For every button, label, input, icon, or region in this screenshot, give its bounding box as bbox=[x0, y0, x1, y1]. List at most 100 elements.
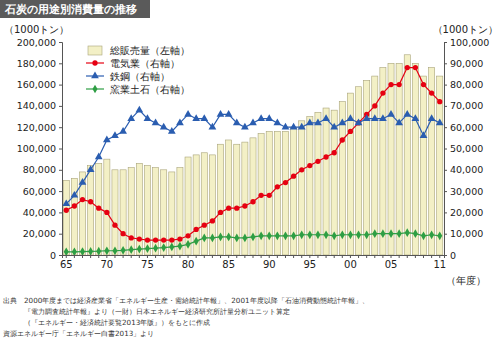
tick-mark bbox=[444, 234, 447, 235]
note: 出典 2000年度までは経済産業省「エネルギー生産・需給統計年報」、2001年度… bbox=[3, 296, 369, 305]
tick-mark bbox=[269, 255, 270, 258]
marker bbox=[200, 114, 208, 121]
tick bbox=[236, 255, 237, 258]
line-series bbox=[64, 228, 443, 255]
tick bbox=[253, 255, 254, 258]
marker bbox=[379, 114, 387, 121]
bar bbox=[153, 168, 159, 255]
bar bbox=[136, 163, 142, 255]
title: 石炭の用途別消費量の推移 bbox=[4, 3, 137, 16]
tick bbox=[74, 255, 75, 258]
tick bbox=[431, 255, 432, 258]
tick-label: 160,000 bbox=[17, 79, 56, 90]
tick: 20,000 bbox=[444, 207, 483, 218]
tick: 90 bbox=[263, 255, 276, 270]
marker bbox=[267, 193, 272, 198]
marker bbox=[332, 150, 337, 155]
line-series bbox=[62, 106, 443, 206]
tick bbox=[326, 255, 327, 258]
tick-mark bbox=[285, 255, 286, 258]
tick: 85 bbox=[222, 255, 235, 270]
tick bbox=[82, 255, 83, 258]
tick-mark bbox=[444, 149, 447, 150]
tick-mark bbox=[59, 234, 62, 235]
y2-axis-title: （1000トン） bbox=[433, 24, 498, 35]
marker bbox=[405, 65, 410, 70]
tick-mark bbox=[66, 255, 67, 258]
marker bbox=[421, 82, 426, 87]
marker bbox=[169, 243, 174, 252]
marker bbox=[428, 114, 436, 121]
tick-mark bbox=[212, 255, 213, 258]
marker bbox=[397, 229, 402, 238]
marker bbox=[194, 237, 199, 246]
marker bbox=[218, 233, 223, 242]
legend-marker bbox=[92, 60, 97, 65]
tick-mark bbox=[204, 255, 205, 258]
tick: 30,000 bbox=[444, 186, 483, 197]
marker bbox=[161, 237, 166, 242]
marker bbox=[363, 114, 371, 121]
marker bbox=[372, 229, 377, 238]
marker bbox=[95, 153, 103, 160]
tick bbox=[139, 255, 140, 258]
tick-label: 95 bbox=[303, 259, 316, 270]
bar bbox=[63, 180, 69, 255]
marker bbox=[209, 123, 217, 130]
tick-mark bbox=[415, 255, 416, 258]
tick bbox=[123, 255, 124, 258]
tick bbox=[212, 255, 213, 258]
marker bbox=[275, 231, 280, 240]
marker bbox=[226, 205, 231, 210]
marker bbox=[217, 110, 225, 117]
marker bbox=[396, 82, 401, 87]
tick bbox=[407, 255, 408, 258]
note: （『エネルギー・経済統計要覧2013年版』）をもとに作成 bbox=[3, 318, 210, 327]
source-notes: 出典 2000年度までは経済産業省「エネルギー生産・需給統計年報」、2001年度… bbox=[3, 296, 369, 338]
bar bbox=[307, 117, 313, 255]
line bbox=[66, 68, 439, 241]
bar bbox=[128, 168, 134, 255]
tick-mark bbox=[155, 255, 156, 258]
marker bbox=[259, 231, 264, 240]
tick bbox=[204, 255, 205, 258]
tick: 100,000 bbox=[17, 143, 62, 154]
tick-label: 00 bbox=[344, 259, 357, 270]
tick: 95 bbox=[303, 255, 316, 270]
marker bbox=[88, 199, 93, 204]
tick bbox=[155, 255, 156, 258]
bar bbox=[112, 170, 118, 255]
bar bbox=[104, 159, 110, 255]
marker bbox=[380, 90, 385, 95]
marker bbox=[210, 218, 215, 223]
marker bbox=[273, 118, 281, 125]
y2-axis: 010,00020,00030,00040,00050,00060,00070,… bbox=[444, 37, 489, 261]
tick: 65 bbox=[60, 255, 73, 270]
marker bbox=[340, 230, 345, 239]
tick-mark bbox=[301, 255, 302, 258]
marker bbox=[265, 114, 273, 121]
tick-mark bbox=[366, 255, 367, 258]
tick: 80,000 bbox=[444, 79, 483, 90]
tick-label: 75 bbox=[141, 259, 154, 270]
tick-label: 85 bbox=[222, 259, 235, 270]
tick-mark bbox=[59, 255, 62, 256]
tick-mark bbox=[358, 255, 359, 258]
tick-mark bbox=[196, 255, 197, 258]
marker bbox=[250, 233, 255, 242]
tick bbox=[171, 255, 172, 258]
marker bbox=[62, 199, 70, 206]
marker bbox=[169, 237, 174, 242]
marker bbox=[153, 237, 158, 242]
bar bbox=[209, 155, 215, 255]
marker bbox=[234, 205, 239, 210]
marker bbox=[324, 230, 329, 239]
tick: 75 bbox=[141, 255, 154, 270]
tick: 60,000 bbox=[444, 122, 483, 133]
marker bbox=[202, 234, 207, 243]
tick-mark bbox=[131, 255, 132, 258]
note: 『電力調査統計年報』より（一財）日本エネルギー経済研究所計量分析ユニット算定 bbox=[3, 307, 290, 316]
tick-mark bbox=[74, 255, 75, 258]
bar bbox=[420, 76, 426, 255]
marker bbox=[298, 123, 306, 130]
